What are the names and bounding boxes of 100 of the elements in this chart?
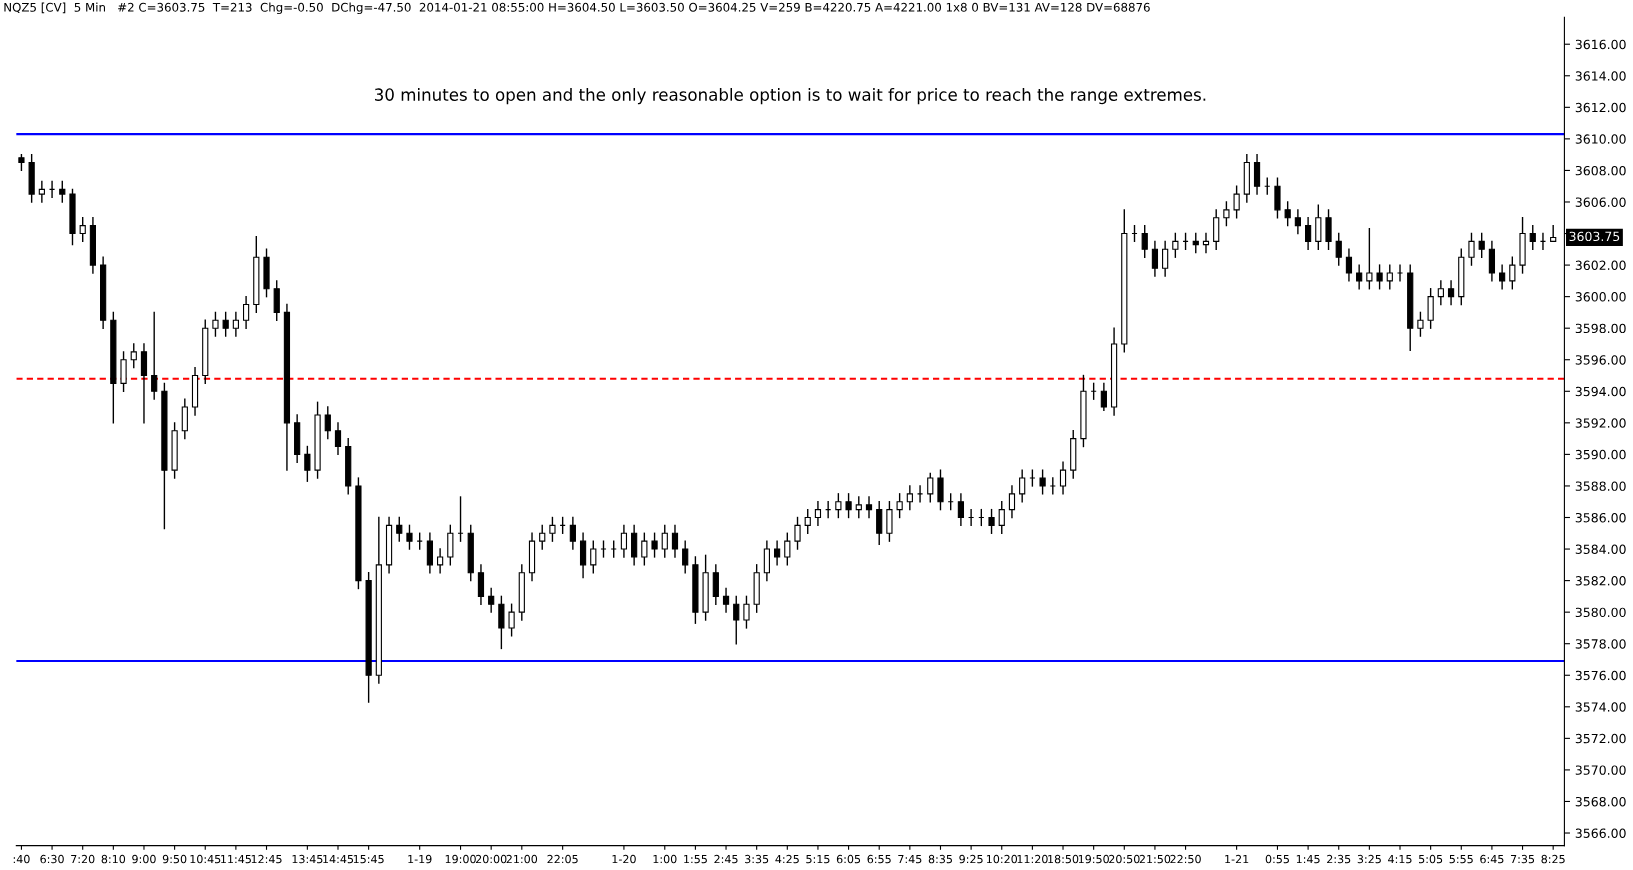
candlestick bbox=[1039, 469, 1046, 495]
x-tick-label: 5:05 bbox=[1419, 854, 1443, 864]
candlestick bbox=[498, 595, 505, 650]
y-tick-label: 3570.00 bbox=[1575, 765, 1626, 775]
x-tick-label: 5:55 bbox=[1449, 855, 1473, 864]
text: 3603.75 bbox=[1569, 231, 1620, 242]
candlestick bbox=[1427, 288, 1434, 329]
candlestick bbox=[579, 532, 587, 579]
candlestick bbox=[661, 524, 668, 558]
candlestick bbox=[1366, 228, 1373, 290]
candlestick bbox=[743, 595, 750, 629]
candlestick bbox=[1233, 185, 1240, 219]
candlestick bbox=[1151, 240, 1159, 277]
x-tick-label: 6:55 bbox=[867, 854, 891, 864]
candlestick bbox=[488, 587, 495, 613]
y-tick-label: 3590.00 bbox=[1575, 449, 1626, 460]
candlestick bbox=[232, 311, 239, 337]
y-tick-label: 3612.00 bbox=[1575, 102, 1626, 113]
candlestick bbox=[1008, 485, 1016, 519]
candlestick bbox=[1386, 264, 1393, 290]
candlestick bbox=[896, 493, 903, 519]
y-tick-label: 3598.00 bbox=[1575, 323, 1626, 334]
candlestick bbox=[1356, 264, 1363, 290]
y-tick-label: 3614.00 bbox=[1575, 71, 1626, 81]
x-tick-label: 9:50 bbox=[162, 854, 187, 864]
x-tick-label: 6:45 bbox=[1480, 854, 1504, 864]
candlestick bbox=[773, 540, 781, 566]
candlestick bbox=[406, 524, 413, 550]
candlestick bbox=[1141, 224, 1148, 258]
candlestick bbox=[569, 516, 576, 550]
candlestick bbox=[733, 595, 740, 645]
candlestick bbox=[120, 351, 127, 392]
candlestick bbox=[508, 603, 515, 637]
x-tick-label: 11:45 bbox=[221, 855, 251, 864]
candlestick bbox=[620, 524, 628, 558]
candlestick bbox=[631, 524, 638, 566]
x-tick-label: 22:50 bbox=[1170, 854, 1201, 864]
candlestick bbox=[130, 343, 137, 369]
x-tick-label: 9:25 bbox=[959, 854, 983, 864]
y-tick-label: 3608.00 bbox=[1575, 165, 1626, 176]
candlestick bbox=[1059, 461, 1067, 495]
x-tick-label: 8:35 bbox=[928, 854, 952, 864]
x-tick-label: 18:50 bbox=[1048, 854, 1079, 864]
candlestick bbox=[1468, 232, 1475, 266]
candlestick bbox=[1417, 311, 1424, 337]
x-tick-label: 21:00 bbox=[506, 854, 538, 864]
candlestick bbox=[1304, 217, 1312, 251]
candlestick bbox=[59, 180, 66, 203]
y-tick-label: 3602.00 bbox=[1575, 260, 1626, 271]
y-tick-label: 3578.00 bbox=[1575, 639, 1626, 649]
x-tick-label: 8:10 bbox=[101, 854, 126, 864]
x-tick-label: 9:00 bbox=[132, 854, 156, 864]
x-tick-label: 6:30 bbox=[40, 854, 64, 864]
candlestick bbox=[682, 540, 689, 574]
candlestick bbox=[1345, 248, 1353, 282]
x-tick-label: 1-19 bbox=[408, 854, 432, 864]
x-tick-label: 1:00 bbox=[653, 854, 677, 864]
x-tick-label: 15:45 bbox=[353, 855, 384, 864]
x-tick-label: 6:05 bbox=[836, 854, 861, 864]
x-tick-label: 2:35 bbox=[1327, 854, 1351, 864]
x-tick-label: 20:00 bbox=[475, 854, 507, 864]
candlestick bbox=[334, 422, 342, 456]
x-tick-label: :40 bbox=[13, 854, 30, 864]
candlestick bbox=[1499, 264, 1506, 290]
candlestick bbox=[784, 532, 791, 566]
x-tick-label: 14:45 bbox=[323, 855, 354, 864]
candlestick bbox=[273, 280, 280, 321]
x-tick-label: 1-21 bbox=[1225, 854, 1249, 864]
candlestick bbox=[437, 548, 444, 574]
candlestick bbox=[590, 540, 597, 574]
candlestick bbox=[396, 516, 403, 542]
candlestick bbox=[1478, 232, 1485, 258]
candlestick bbox=[79, 217, 86, 243]
candlestick bbox=[998, 501, 1005, 534]
candlestick bbox=[641, 532, 648, 566]
candlestick bbox=[1284, 201, 1291, 227]
x-tick-label: 5:15 bbox=[806, 855, 830, 864]
candlestick bbox=[181, 398, 188, 440]
y-tick-label: 3616.00 bbox=[1575, 39, 1626, 50]
candlestick bbox=[1315, 204, 1322, 251]
candlestick bbox=[886, 501, 893, 542]
x-tick-label: 11:20 bbox=[1017, 854, 1048, 864]
x-tick-label: 21:50 bbox=[1139, 854, 1171, 864]
candlestick bbox=[865, 496, 873, 519]
candlestick bbox=[1049, 477, 1056, 495]
x-tick-label: 7:35 bbox=[1510, 854, 1535, 864]
y-tick-label: 3594.00 bbox=[1575, 386, 1626, 397]
x-tick-label: 10:45 bbox=[190, 854, 221, 864]
candlestick bbox=[845, 493, 852, 519]
x-tick-label: 12:45 bbox=[251, 854, 282, 864]
candlestick bbox=[1335, 232, 1342, 266]
x-tick-label: 3:25 bbox=[1357, 854, 1381, 864]
candlestick bbox=[1488, 240, 1496, 282]
candlestick bbox=[937, 469, 944, 511]
annotation: 30 minutes to open and the only reasonable option is to wait for price to reach the range extremes. bbox=[374, 88, 1206, 105]
y-tick-label: 3576.00 bbox=[1575, 670, 1626, 681]
x-tick-label: 0:55 bbox=[1265, 854, 1289, 864]
candlestick bbox=[804, 508, 811, 534]
candlestick bbox=[1253, 153, 1261, 195]
y-tick-label: 3582.00 bbox=[1575, 576, 1626, 586]
